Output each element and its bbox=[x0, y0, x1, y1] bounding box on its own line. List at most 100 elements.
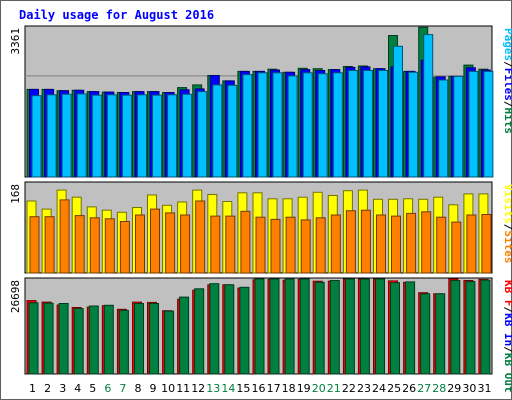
x-tick-label-day-11: 11 bbox=[176, 382, 190, 395]
bar-kb-out-day-29 bbox=[450, 280, 461, 375]
bar-kb-out-day-24 bbox=[375, 278, 385, 375]
bar-pages-day-23 bbox=[362, 70, 373, 178]
bar-pages-day-4 bbox=[76, 93, 87, 178]
bar-kb-out-day-21 bbox=[329, 280, 340, 375]
bar-kb-out-day-25 bbox=[390, 282, 400, 375]
bar-pages-day-27 bbox=[423, 34, 434, 178]
bar-kb-out-day-13 bbox=[209, 283, 220, 375]
bar-pages-day-15 bbox=[242, 74, 253, 178]
bar-sites-day-2 bbox=[44, 216, 55, 274]
panel-visits: 168 Visits/Sites bbox=[9, 181, 512, 274]
x-tick-label-day-25: 25 bbox=[387, 382, 401, 395]
side-legend-part-2: Sites bbox=[502, 230, 512, 263]
bar-pages-day-26 bbox=[408, 71, 419, 178]
x-tick-label-day-15: 15 bbox=[236, 382, 250, 395]
bar-sites-day-12 bbox=[195, 200, 206, 274]
bar-kb-out-day-2 bbox=[43, 302, 54, 375]
bar-sites-day-21 bbox=[330, 214, 341, 274]
bar-sites-day-28 bbox=[436, 216, 447, 274]
bar-sites-day-27 bbox=[421, 211, 432, 274]
x-tick-label-day-3: 3 bbox=[59, 382, 66, 395]
x-tick-label-day-30: 30 bbox=[462, 382, 476, 395]
x-tick-label-day-26: 26 bbox=[402, 382, 416, 395]
bar-sites-day-30 bbox=[466, 214, 477, 274]
bar-sites-day-18 bbox=[285, 216, 296, 274]
bar-kb-out-day-7 bbox=[118, 309, 129, 375]
bar-sites-day-19 bbox=[300, 219, 311, 274]
panel-kbytes: 26698 KB F/KB In/KB Out bbox=[9, 277, 512, 393]
side-legend-part-4: Hits bbox=[502, 108, 512, 135]
bar-pages-day-10 bbox=[167, 94, 178, 178]
x-tick-label-day-27: 27 bbox=[417, 382, 431, 395]
bar-sites-day-25 bbox=[391, 215, 401, 274]
bar-kb-out-day-18 bbox=[284, 278, 295, 375]
bar-sites-day-23 bbox=[360, 209, 371, 274]
bar-sites-day-7 bbox=[119, 221, 130, 274]
bar-sites-day-16 bbox=[255, 216, 266, 274]
bar-pages-day-22 bbox=[347, 70, 358, 178]
bar-kb-out-day-4 bbox=[73, 308, 84, 375]
x-tick-label-day-7: 7 bbox=[119, 382, 126, 395]
side-legend-part-3: / bbox=[502, 101, 512, 108]
x-tick-label-day-19: 19 bbox=[297, 382, 311, 395]
side-legend-part-1: / bbox=[502, 224, 512, 231]
side-legend-part-4: KB Out bbox=[502, 353, 512, 393]
bar-pages-day-14 bbox=[227, 84, 238, 178]
series-kb-out bbox=[28, 278, 491, 375]
x-tick-label-day-16: 16 bbox=[252, 382, 266, 395]
bar-pages-day-17 bbox=[272, 72, 283, 178]
bar-kb-out-day-15 bbox=[239, 286, 250, 375]
x-tick-label-day-10: 10 bbox=[161, 382, 175, 395]
bar-sites-day-8 bbox=[135, 214, 145, 274]
x-tick-label-day-13: 13 bbox=[206, 382, 220, 395]
bar-sites-day-3 bbox=[59, 199, 70, 274]
x-tick-label-day-12: 12 bbox=[191, 382, 205, 395]
bar-pages-day-28 bbox=[438, 79, 449, 178]
bar-pages-day-1 bbox=[31, 95, 42, 178]
bar-sites-day-24 bbox=[376, 214, 386, 274]
bar-kb-out-day-28 bbox=[435, 293, 446, 375]
x-axis-tick-labels: 1 2 3 4 5 6 7 8 9 10 11 12 13 14 15 16 17 18 19 20 21 22 23 24 2… bbox=[29, 382, 492, 395]
bar-pages-day-12 bbox=[197, 91, 208, 178]
bar-pages-day-20 bbox=[317, 73, 328, 178]
bar-sites-day-31 bbox=[481, 214, 492, 274]
bar-sites-day-29 bbox=[451, 221, 462, 274]
side-legend-part-2: KB In bbox=[502, 313, 512, 346]
bar-pages-day-16 bbox=[257, 72, 268, 178]
x-tick-label-day-2: 2 bbox=[44, 382, 51, 395]
panel-kbytes-side-legend: KB F/KB In/KB Out bbox=[502, 280, 512, 393]
bar-sites-day-11 bbox=[180, 214, 191, 274]
bar-kb-out-day-26 bbox=[405, 281, 416, 375]
x-tick-label-day-18: 18 bbox=[282, 382, 296, 395]
bar-pages-day-24 bbox=[378, 70, 388, 178]
bar-sites-day-5 bbox=[89, 217, 100, 274]
side-legend-part-1: / bbox=[502, 61, 512, 68]
bar-sites-day-20 bbox=[315, 217, 326, 274]
bar-pages-day-7 bbox=[121, 94, 132, 178]
bar-kb-out-day-6 bbox=[103, 304, 114, 375]
x-tick-label-day-23: 23 bbox=[357, 382, 371, 395]
bar-kb-out-day-17 bbox=[269, 278, 280, 375]
x-tick-label-day-6: 6 bbox=[104, 382, 111, 395]
bar-pages-day-5 bbox=[91, 94, 102, 178]
x-tick-label-day-8: 8 bbox=[135, 382, 142, 395]
bar-kb-out-day-19 bbox=[299, 278, 310, 375]
bar-sites-day-13 bbox=[210, 215, 221, 274]
bar-kb-out-day-3 bbox=[58, 303, 69, 375]
bar-kb-out-day-22 bbox=[344, 278, 355, 375]
bar-sites-day-26 bbox=[406, 212, 417, 274]
x-tick-label-day-24: 24 bbox=[372, 382, 386, 395]
panel-visits-ymax-label: 168 bbox=[9, 184, 22, 204]
bar-kb-out-day-10 bbox=[164, 310, 175, 375]
bar-kb-out-day-16 bbox=[254, 278, 265, 375]
x-tick-label-day-17: 17 bbox=[267, 382, 281, 395]
bar-kb-out-day-27 bbox=[420, 293, 431, 375]
side-legend-part-2: Files bbox=[502, 68, 512, 101]
bar-pages-day-29 bbox=[453, 75, 464, 178]
bar-sites-day-6 bbox=[104, 218, 115, 274]
bar-pages-day-25 bbox=[393, 45, 403, 178]
chart-panels: 3361Pages/Files/Hits168Visits/Sites26698… bbox=[9, 25, 512, 393]
panel-kbytes-ymax-label: 26698 bbox=[9, 280, 22, 313]
bar-kb-out-day-9 bbox=[149, 303, 159, 375]
